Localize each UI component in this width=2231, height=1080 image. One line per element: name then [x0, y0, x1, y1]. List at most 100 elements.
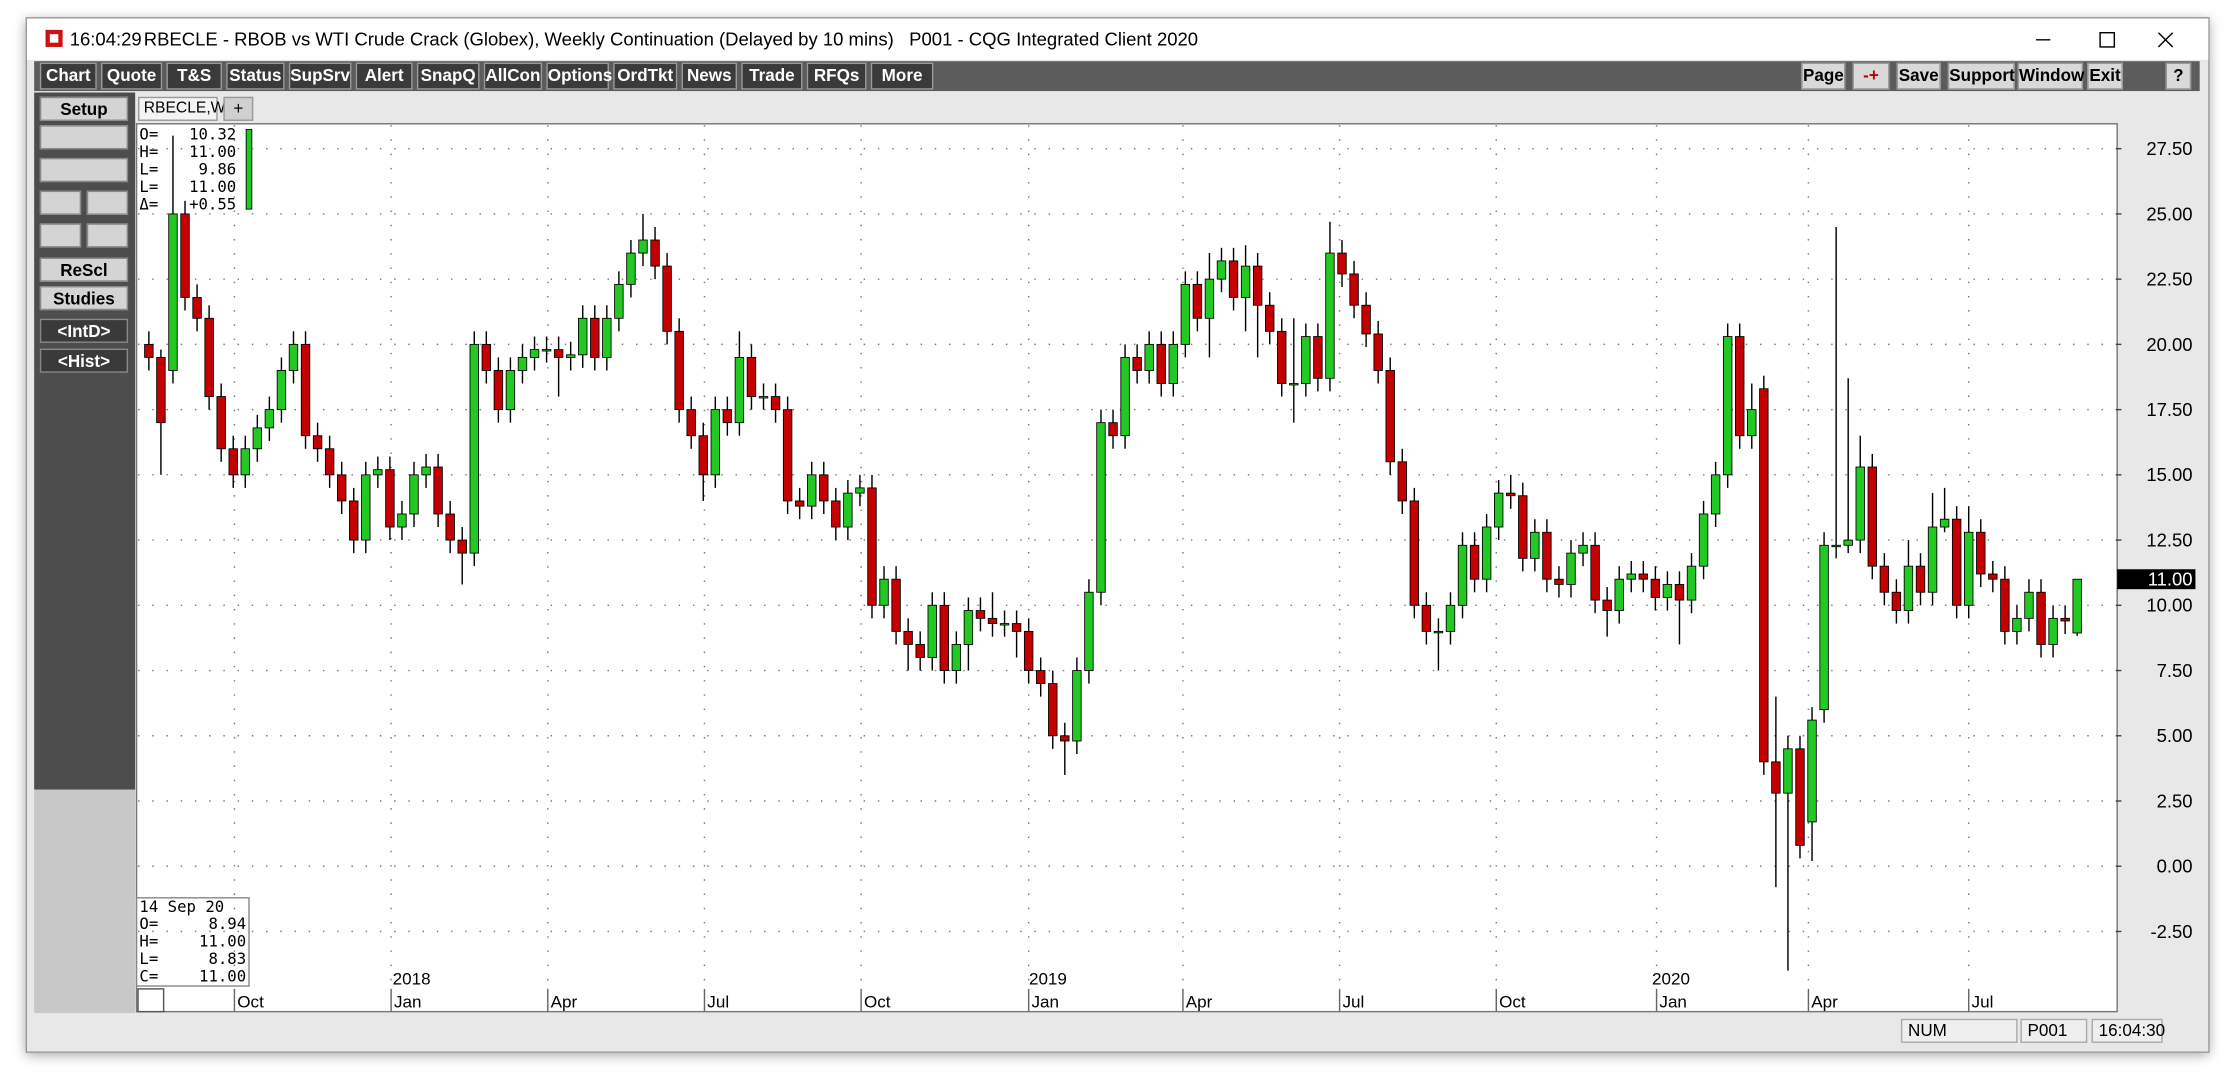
candle-body	[2000, 578, 2010, 632]
candle-body	[300, 343, 311, 437]
candle-body	[144, 343, 154, 358]
candle-body	[1192, 283, 1203, 319]
toolbar-button[interactable]: RFQs	[806, 62, 867, 90]
toolbar-button[interactable]: T&S	[166, 62, 222, 90]
info-value: 11.00	[199, 967, 246, 986]
candle-body	[2012, 617, 2022, 632]
candle-body	[1674, 584, 1685, 601]
candle-body	[1867, 466, 1877, 567]
y-tick-label: 22.50	[2146, 269, 2192, 290]
candle-body	[2060, 617, 2070, 622]
x-tick-label: Jan	[1659, 992, 1687, 1011]
sidebar-icon[interactable]	[39, 125, 129, 150]
y-tick-label: 0.00	[2157, 856, 2193, 877]
toolbar-button[interactable]: Status	[226, 62, 285, 90]
toolbar-button[interactable]: Window	[2017, 62, 2084, 90]
toolbar-button[interactable]: Page	[1801, 62, 1846, 90]
toolbar-button[interactable]: SupSrv	[288, 62, 352, 90]
candle-body	[951, 644, 962, 671]
sidebar-icon[interactable]	[39, 157, 129, 183]
candle-body	[1481, 526, 1492, 580]
info-box	[135, 897, 250, 987]
y-tick-label: 12.50	[2146, 529, 2192, 550]
candle-body	[1530, 531, 1540, 559]
candle-body	[1084, 591, 1094, 671]
sidebar-button[interactable]: Studies	[39, 285, 129, 311]
x-tick-label: Apr	[1186, 992, 1213, 1011]
toolbar-button[interactable]: -+	[1852, 62, 1890, 90]
candle-body	[1313, 336, 1323, 379]
status-field: 16:04:30	[2091, 1018, 2165, 1043]
sidebar-button[interactable]: Setup	[39, 96, 129, 121]
candle-body	[1976, 531, 1986, 575]
candle-body	[915, 644, 925, 658]
toolbar-button[interactable]: Options	[546, 62, 612, 90]
toolbar-button[interactable]: More	[870, 62, 934, 90]
candle-body	[1554, 578, 1564, 585]
toolbar-button[interactable]: Alert	[355, 62, 413, 90]
title-text: RBECLE - RBOB vs WTI Crude Crack (Globex…	[143, 28, 1199, 50]
candle-body	[276, 370, 287, 411]
x-tick-label: Oct	[1499, 992, 1526, 1011]
candle-body	[264, 409, 275, 429]
candle-body	[903, 630, 913, 645]
candle-body	[867, 487, 877, 606]
y-tick-label: 25.00	[2146, 203, 2192, 224]
toolbar-button[interactable]: Trade	[741, 62, 803, 90]
candle-body	[180, 213, 190, 298]
sidebar-button[interactable]: <Hist>	[39, 348, 129, 373]
candle-body	[481, 343, 492, 371]
candle-body	[1048, 683, 1058, 737]
candle-body	[1277, 330, 1287, 384]
candle-body	[1879, 565, 1890, 593]
sidebar-button[interactable]: ReScl	[39, 257, 129, 282]
toolbar-button[interactable]: Save	[1896, 62, 1941, 90]
toolbar-button[interactable]: Exit	[2087, 62, 2123, 90]
candle-body	[505, 370, 516, 411]
candle-body	[855, 487, 865, 494]
chart-tab[interactable]: RBECLE,W	[138, 96, 225, 121]
candle-body	[807, 474, 817, 507]
candle-body	[1301, 336, 1311, 384]
candle-body	[1951, 518, 1962, 606]
candle-body	[204, 317, 214, 397]
candle-body	[843, 492, 853, 528]
toolbar-button[interactable]: Support	[1947, 62, 2015, 90]
candle-body	[1614, 578, 1624, 611]
toolbar-button[interactable]: OrdTkt	[613, 62, 678, 90]
sidebar-icon[interactable]	[86, 223, 129, 248]
candle-body	[1771, 761, 1781, 794]
candle-body	[1566, 552, 1576, 585]
candle-body	[819, 474, 829, 502]
status-bar	[34, 1015, 2200, 1046]
toolbar-button[interactable]: SnapQ	[416, 62, 480, 90]
toolbar-button[interactable]: Quote	[101, 62, 163, 90]
candle-body	[1469, 544, 1480, 580]
toolbar-button[interactable]: AllCon	[483, 62, 543, 90]
window-controls[interactable]	[2019, 24, 2204, 55]
candle-body	[1747, 409, 1757, 437]
toolbar-button[interactable]: Chart	[39, 62, 97, 90]
candle-body	[2024, 591, 2034, 619]
sidebar-button[interactable]: <IntD>	[39, 318, 129, 343]
candle-body	[156, 357, 166, 424]
candle-body	[590, 317, 600, 358]
sidebar-icon[interactable]	[39, 223, 82, 248]
candle-body	[1457, 544, 1468, 606]
candle-body	[1337, 252, 1347, 275]
candle-body	[710, 409, 721, 476]
candle-body	[891, 578, 901, 632]
candle-body	[1855, 466, 1865, 541]
candle-body	[445, 513, 455, 541]
y-tick-label: 15.00	[2146, 464, 2192, 485]
info-label: L=	[139, 159, 158, 178]
add-tab[interactable]: +	[223, 96, 254, 121]
toolbar-button[interactable]: News	[681, 62, 738, 90]
sidebar-icon[interactable]	[39, 190, 82, 215]
sidebar-icon[interactable]	[86, 190, 129, 215]
candle-body	[1698, 513, 1709, 567]
y-tick-label: 27.50	[2146, 138, 2192, 159]
candle-body	[987, 617, 998, 625]
candle-body	[1144, 343, 1154, 371]
toolbar-button[interactable]: ?	[2165, 62, 2192, 90]
